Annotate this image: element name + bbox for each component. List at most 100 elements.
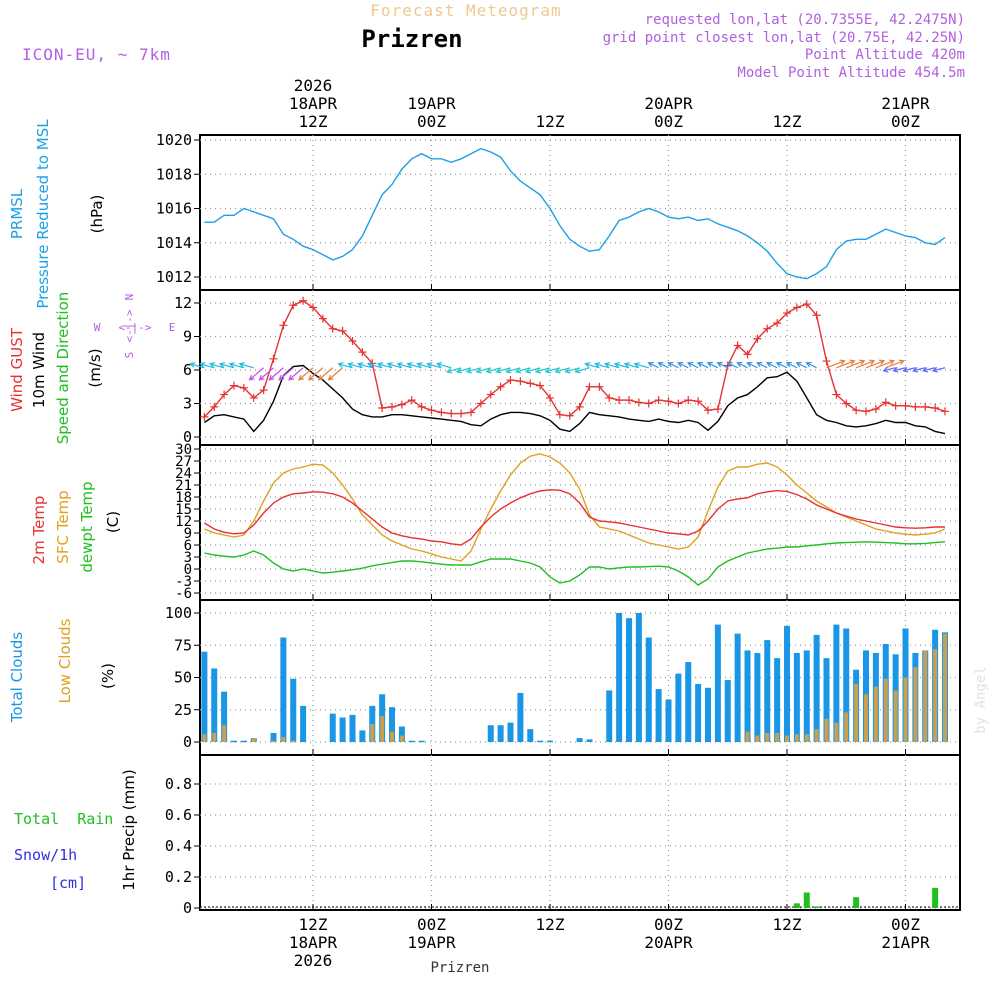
total-cloud-bar xyxy=(705,687,711,742)
total-cloud-bar xyxy=(685,662,692,742)
wind-arrow xyxy=(348,363,363,369)
y-tick-label: 0 xyxy=(183,733,192,751)
wind-arrow-head xyxy=(298,374,305,381)
y-tick-label: 1020 xyxy=(156,131,192,149)
wind-arrow-head xyxy=(554,367,561,374)
wind-arrow xyxy=(318,367,334,381)
low-cloud-bar xyxy=(765,732,770,742)
total-cloud-bar xyxy=(626,618,632,742)
low-cloud-bar xyxy=(923,650,928,742)
gust-marker xyxy=(467,408,475,417)
wind-arrow-head xyxy=(687,361,694,368)
y-tick-label: 0.6 xyxy=(165,806,192,824)
gust-marker xyxy=(358,348,367,357)
wind-arrow xyxy=(634,363,649,369)
y-tick-label: 9 xyxy=(183,328,192,346)
wind-arrow-head xyxy=(268,374,275,381)
wind-arrow xyxy=(648,362,659,369)
low-cloud-bar xyxy=(943,633,947,742)
wind-arrow xyxy=(932,367,946,372)
low-cloud-bar xyxy=(824,718,829,742)
top-time-label: 19APR xyxy=(407,94,456,113)
wind-arrow xyxy=(585,363,600,369)
wind-arrow xyxy=(875,360,895,369)
gust-marker xyxy=(299,296,308,305)
gust-marker xyxy=(931,403,940,412)
y-tick-label: 6 xyxy=(183,361,192,379)
bottom-time-label: 19APR xyxy=(407,933,456,952)
wind-arrow-head xyxy=(746,361,753,368)
total-cloud-bar xyxy=(606,690,613,742)
clouds-unit: (%) xyxy=(99,663,117,689)
gust-marker xyxy=(526,379,535,388)
gust-marker xyxy=(506,376,515,385)
wind-arrow-head xyxy=(317,374,324,381)
total-cloud-bar xyxy=(586,739,593,742)
bottom-time-label: 00Z xyxy=(891,915,920,934)
wind-arrow xyxy=(190,363,205,369)
low-cloud-bar xyxy=(834,722,839,742)
gust-marker xyxy=(555,410,564,419)
gust-marker xyxy=(901,401,910,410)
wind-arrow-head xyxy=(208,362,216,368)
low-cloud-bar xyxy=(251,738,256,742)
low-cloud-bar xyxy=(794,734,799,742)
total-cloud-bar xyxy=(744,650,751,742)
wind-arrow-head xyxy=(657,361,664,368)
total-cloud-bar xyxy=(280,637,287,742)
wind-arrow-head xyxy=(647,361,654,368)
y-tick-label: 12 xyxy=(175,514,192,530)
gust-marker xyxy=(239,383,248,392)
rain-bar xyxy=(793,903,800,908)
y-tick-label: 0 xyxy=(184,562,192,578)
wind-arrow-head xyxy=(238,362,245,368)
wind-arrow xyxy=(486,367,501,373)
total-cloud-bar xyxy=(547,740,553,743)
low-cloud-bar xyxy=(804,734,809,742)
wind-arrow xyxy=(677,362,689,369)
bottom-time-label: 12Z xyxy=(773,915,802,934)
gust-marker xyxy=(536,381,545,390)
wind-arrow-head xyxy=(357,362,364,368)
total-cloud-bar xyxy=(823,658,830,742)
wind-arrow-head xyxy=(564,367,571,374)
wind-arrow xyxy=(668,362,679,369)
wind-arrow-head xyxy=(288,374,295,381)
gust-marker xyxy=(802,300,811,309)
low-cloud-bar xyxy=(222,725,227,742)
wind-arrow-head xyxy=(505,367,512,374)
watermark: by Angel xyxy=(973,666,989,733)
gust-marker xyxy=(664,397,673,406)
y-tick-label: 75 xyxy=(174,636,192,654)
top-time-label: 18APR xyxy=(289,94,338,113)
gust-marker xyxy=(259,386,268,395)
wind-arrow-head xyxy=(228,362,235,368)
total-cloud-bar xyxy=(270,732,277,742)
wind-arrow-head xyxy=(347,362,354,368)
wind-arrow-head xyxy=(633,362,640,368)
wind-arrow-head xyxy=(465,367,472,374)
top-time-label: 00Z xyxy=(417,112,446,131)
total-cloud-bar xyxy=(843,628,850,742)
total-cloud-bar xyxy=(290,678,297,742)
wind-arrow xyxy=(883,367,896,372)
panel-frame xyxy=(199,444,961,601)
rain-bar xyxy=(813,906,820,908)
wind-arrow-head xyxy=(594,362,601,368)
requested-coords: requested lon,lat (20.7355E, 42.2475N) xyxy=(645,12,965,28)
temp-unit: (C) xyxy=(104,511,122,533)
sfc-temp-line xyxy=(204,453,946,562)
top-time-label: 12Z xyxy=(299,112,328,131)
gust-marker xyxy=(546,393,554,402)
low-cloud-bar xyxy=(271,740,276,743)
y-tick-label: 18 xyxy=(175,490,192,506)
bottom-time-label: 12Z xyxy=(536,915,565,934)
total-cloud-bar xyxy=(517,692,524,742)
total-cloud-bar xyxy=(231,740,237,743)
total-cloud-bar xyxy=(389,707,395,742)
top-time-label: 20APR xyxy=(644,94,693,113)
gust-marker xyxy=(457,409,466,418)
wind-arrow xyxy=(727,362,738,369)
